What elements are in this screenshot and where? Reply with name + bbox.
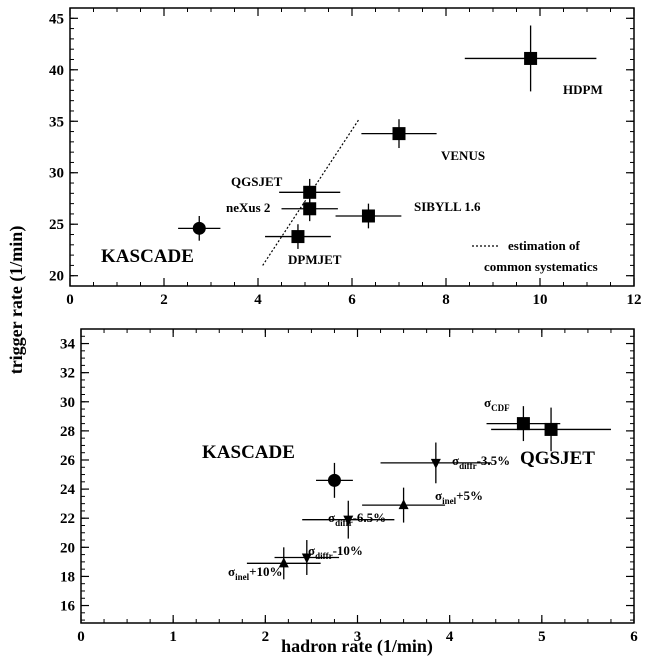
label-sigma-diffr-3-5: σdiffr-3.5% bbox=[452, 453, 510, 471]
bottom-plot-frame bbox=[80, 328, 635, 624]
y-tick-label: 30 bbox=[49, 166, 64, 182]
y-tick-label: 18 bbox=[60, 569, 75, 585]
label-venus: VENUS bbox=[441, 148, 485, 163]
label-sigma-inel-10: σinel+10% bbox=[228, 564, 283, 582]
y-axis-label: trigger rate (1/min) bbox=[6, 226, 27, 375]
y-tick-label: 26 bbox=[60, 453, 76, 469]
label-kascade-top: KASCADE bbox=[101, 246, 194, 267]
label-sigma-cdf: σCDF bbox=[484, 395, 510, 413]
y-tick-label: 22 bbox=[60, 511, 75, 527]
point-sigma-inel-10-marker bbox=[278, 557, 289, 568]
point-sibyll-1-6-marker bbox=[361, 209, 375, 223]
y-tick-label: 20 bbox=[60, 540, 75, 556]
label-nexus: neXus 2 bbox=[226, 200, 270, 215]
top-data-points bbox=[178, 25, 597, 249]
x-tick-label: 0 bbox=[77, 629, 85, 645]
y-tick-label: 30 bbox=[60, 395, 75, 411]
x-tick-label: 2 bbox=[160, 292, 168, 308]
point-venus-marker bbox=[392, 127, 406, 141]
bottom-data-points bbox=[246, 406, 611, 580]
label-kascade-bottom: KASCADE bbox=[202, 442, 295, 463]
x-tick-label: 6 bbox=[630, 629, 638, 645]
y-tick-label: 16 bbox=[60, 599, 76, 615]
y-tick-label: 25 bbox=[49, 217, 64, 233]
top-axis-ticks: 0 2 4 6 8 10 12 20 25 30 35 40 45 bbox=[49, 7, 642, 308]
y-tick-label: 40 bbox=[49, 63, 64, 79]
x-tick-label: 3 bbox=[354, 629, 362, 645]
systematics-line bbox=[262, 118, 360, 266]
label-sibyll: SIBYLL 1.6 bbox=[414, 199, 481, 214]
legend-text-line1: estimation of bbox=[508, 238, 581, 253]
label-qgsjet-bottom: QGSJET bbox=[520, 448, 595, 469]
x-tick-label: 2 bbox=[262, 629, 270, 645]
x-axis-label: hadron rate (1/min) bbox=[281, 636, 433, 657]
point-qgsjet-marker bbox=[303, 185, 317, 199]
point-sigma-cdf-marker bbox=[516, 417, 530, 431]
y-tick-label: 45 bbox=[49, 11, 64, 27]
legend-text-line2: common systematics bbox=[484, 259, 598, 274]
top-legend: estimation of common systematics bbox=[472, 238, 598, 274]
label-qgsjet: QGSJET bbox=[231, 174, 283, 189]
point-hdpm-marker bbox=[524, 51, 538, 65]
point-sigma-diffr-10-marker bbox=[301, 553, 312, 564]
x-tick-label: 4 bbox=[254, 292, 262, 308]
y-tick-label: 34 bbox=[60, 337, 76, 353]
x-tick-label: 8 bbox=[442, 292, 450, 308]
y-tick-label: 35 bbox=[49, 114, 64, 130]
x-tick-label: 6 bbox=[348, 292, 356, 308]
x-tick-label: 5 bbox=[538, 629, 546, 645]
label-hdpm: HDPM bbox=[563, 82, 603, 97]
point-sigma-inel-5-marker bbox=[398, 499, 409, 510]
point-sigma-diffr-6-5-marker bbox=[343, 515, 354, 526]
point-kascade-marker bbox=[327, 473, 341, 487]
y-tick-label: 20 bbox=[49, 269, 64, 285]
label-sigma-diffr-6-5: σdiffr-6.5% bbox=[328, 510, 386, 528]
label-sigma-diffr-10: σdiffr-10% bbox=[308, 543, 363, 561]
x-tick-label: 0 bbox=[66, 292, 74, 308]
x-tick-label: 12 bbox=[627, 292, 642, 308]
point-kascade-marker bbox=[192, 221, 206, 235]
x-tick-label: 1 bbox=[169, 629, 177, 645]
x-tick-label: 10 bbox=[533, 292, 548, 308]
y-tick-label: 28 bbox=[60, 424, 75, 440]
x-tick-label: 4 bbox=[446, 629, 454, 645]
point-nexus-2-marker bbox=[303, 202, 317, 216]
label-sigma-inel-5: σinel+5% bbox=[435, 488, 483, 506]
point-dpmjet-marker bbox=[291, 230, 305, 244]
point-sigma-diffr-3-5-marker bbox=[430, 458, 441, 469]
point-qgsjet-marker bbox=[544, 422, 558, 436]
y-tick-label: 24 bbox=[60, 482, 76, 498]
y-tick-label: 32 bbox=[60, 366, 75, 382]
label-dpmjet: DPMJET bbox=[288, 252, 342, 267]
